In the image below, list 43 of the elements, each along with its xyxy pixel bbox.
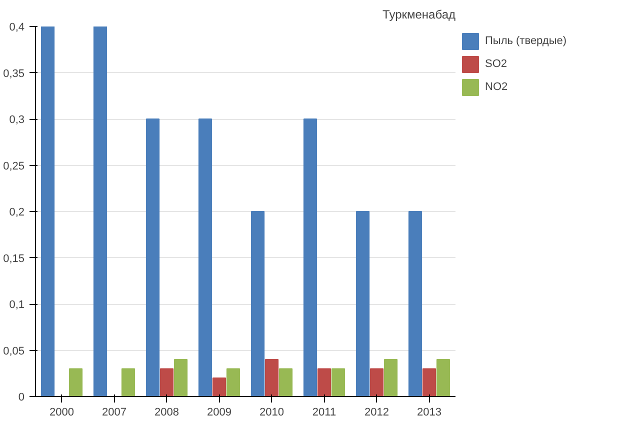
bar (146, 118, 160, 396)
bar (226, 368, 240, 396)
x-tick-label: 2007 (102, 406, 126, 418)
bar (384, 359, 398, 396)
bar (174, 359, 188, 396)
bar (408, 211, 422, 396)
x-tick-label: 2012 (364, 406, 389, 418)
y-tick-label: 0,25 (3, 160, 25, 172)
bar (198, 118, 212, 396)
bar (250, 211, 265, 396)
bar (436, 359, 450, 396)
y-tick-label: 0,15 (3, 252, 25, 265)
y-tick-label: 0,05 (3, 345, 25, 358)
y-tick-label: 0,2 (9, 206, 25, 218)
bar (422, 368, 436, 396)
x-tick-label: 2010 (260, 406, 284, 418)
y-tick-label: 0,35 (3, 68, 25, 80)
bar (121, 368, 136, 396)
bar (317, 368, 332, 396)
bar (264, 359, 279, 396)
y-tick-label: 0,3 (9, 114, 25, 126)
x-tick-label: 2009 (207, 406, 232, 418)
legend-label: Пыль (твердые) (485, 35, 567, 47)
chart-title: Туркменабад (382, 8, 456, 22)
bar (356, 211, 370, 396)
bar (212, 378, 226, 396)
bar (331, 368, 346, 396)
x-tick-label: 2013 (417, 406, 442, 418)
y-tick-label: 0,1 (9, 299, 25, 311)
y-tick-label: 0 (18, 392, 25, 404)
x-tick-label: 2008 (154, 406, 179, 418)
legend-label: SO2 (485, 58, 508, 70)
x-tick-label: 2000 (50, 406, 74, 418)
bar (68, 368, 83, 396)
bar (303, 118, 318, 396)
bar (160, 368, 174, 396)
legend-label: NO2 (485, 81, 508, 93)
y-tick-label: 0,4 (9, 22, 25, 34)
bar (370, 368, 384, 396)
bar (40, 26, 55, 396)
bar (93, 26, 108, 396)
bar (278, 368, 293, 396)
x-tick-label: 2011 (312, 406, 336, 418)
